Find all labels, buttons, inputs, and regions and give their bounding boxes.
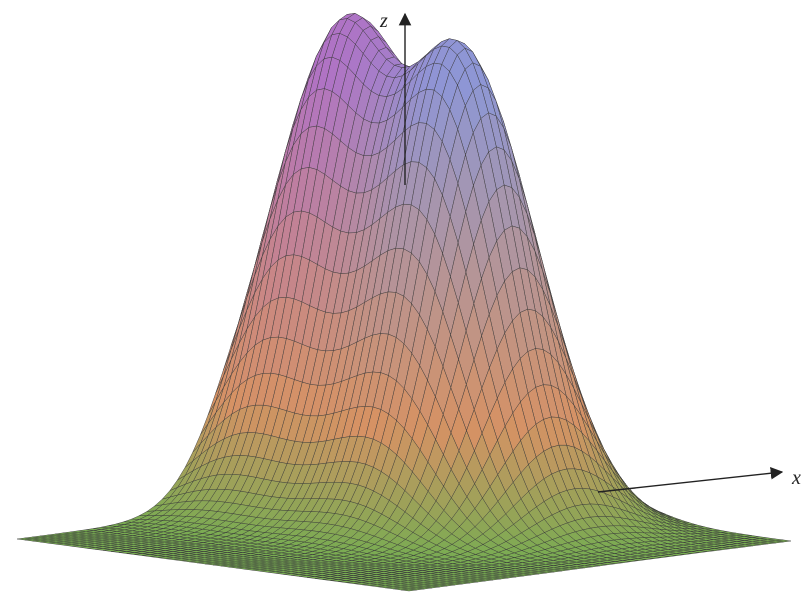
z-axis-label: z [379, 10, 388, 32]
x-axis [597, 466, 784, 493]
surface-mesh [16, 13, 792, 592]
x-axis-label: x [791, 467, 801, 489]
mesh-cell [401, 588, 417, 592]
